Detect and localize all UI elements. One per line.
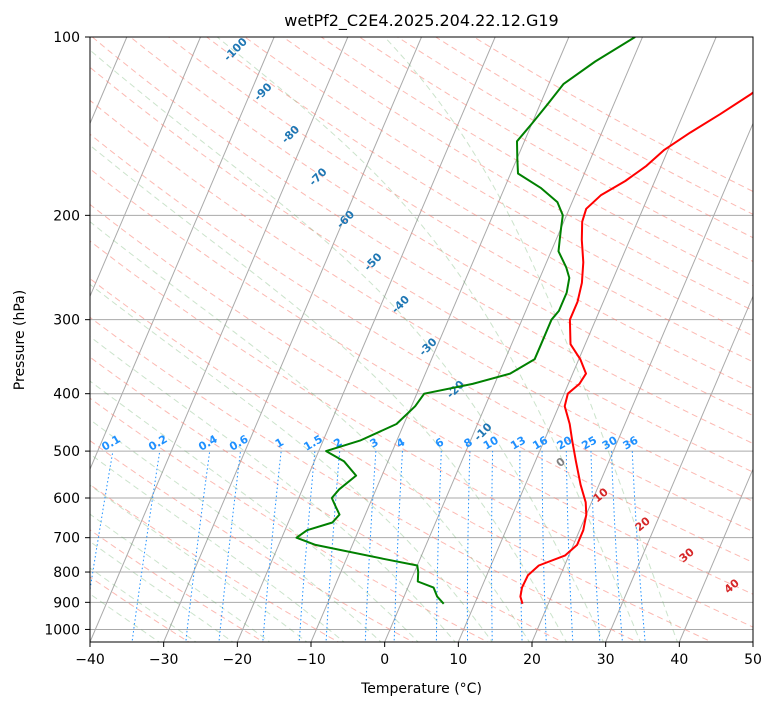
x-tick-label: −10 (296, 652, 326, 668)
dry-adiabat (90, 133, 753, 533)
isotherm (90, 37, 201, 298)
dewpoint-line (295, 37, 636, 605)
axes: −40 −30 −20 −10 0 10 20 30 40 50 100 200 300 400 500 60… (44, 30, 762, 668)
y-tick-label: 700 (53, 531, 80, 547)
x-tick-label: 20 (523, 652, 541, 668)
isotherm (678, 467, 753, 642)
isotherm (90, 37, 275, 471)
dry-adiabat (90, 168, 753, 563)
isotherm (605, 295, 753, 642)
moist-adiabat (90, 453, 345, 642)
dry-adiabat (90, 316, 639, 642)
chart-title: wetPf2_C2E4.2025.204.22.12.G19 (284, 11, 558, 31)
x-axis-label: Temperature (°C) (360, 681, 482, 697)
mixing-ratio-line (541, 451, 547, 642)
x-tick-label: 30 (597, 652, 615, 668)
x-tick-label: 40 (670, 652, 688, 668)
y-tick-label: 200 (53, 208, 80, 224)
moist-adiabat (384, 37, 678, 642)
dry-adiabat (90, 356, 564, 642)
mixing-ratio-line (519, 451, 523, 642)
x-tick-label: 10 (449, 652, 467, 668)
x-tick-label: −30 (149, 652, 179, 668)
mixing-ratio-line (435, 451, 442, 642)
mixing-ratio-line (466, 451, 471, 642)
x-tick-label: −40 (75, 652, 105, 668)
y-tick-label: 400 (53, 387, 80, 403)
y-tick-label: 900 (53, 595, 80, 611)
plot-frame (89, 36, 754, 643)
isotherm (90, 37, 349, 642)
moist-adiabat (216, 37, 642, 642)
y-tick-label: 100 (53, 30, 80, 46)
temperature-line (519, 91, 753, 605)
y-tick-label: 800 (53, 565, 80, 581)
dry-adiabat (244, 37, 753, 337)
y-tick-label: 300 (53, 313, 80, 329)
isotherm (236, 37, 496, 642)
mixing-ratio-line (393, 451, 403, 642)
isotherm (457, 37, 717, 642)
dry-adiabat (90, 66, 753, 473)
dry-adiabat (91, 37, 753, 445)
dry-adiabat (90, 529, 265, 642)
isotherm (163, 37, 422, 642)
mixing-ratio-line (491, 451, 494, 642)
isotherm (531, 122, 753, 642)
dry-adiabat (320, 37, 753, 287)
y-tick-label: 500 (53, 444, 80, 460)
x-tick-label: 0 (380, 652, 389, 668)
moist-adiabat (90, 49, 605, 642)
y-tick-label: 1000 (44, 622, 80, 638)
y-axis-label: Pressure (hPa) (12, 290, 28, 390)
background-lines (90, 37, 753, 642)
x-tick-label: −20 (223, 652, 253, 668)
dry-adiabat (90, 483, 340, 642)
dry-adiabat (90, 278, 713, 642)
mixing-ratio-line (565, 451, 574, 642)
profiles (295, 37, 753, 605)
dry-adiabat (90, 240, 753, 628)
mixing-ratio-line (364, 451, 377, 642)
dry-adiabat (90, 397, 489, 642)
moist-adiabat (90, 283, 493, 642)
moist-adiabat (90, 419, 382, 642)
dry-adiabat (90, 440, 414, 642)
x-tick-label: 50 (744, 652, 762, 668)
dry-adiabat (205, 37, 753, 363)
dry-adiabat (90, 203, 753, 595)
moist-adiabat (90, 221, 531, 642)
moist-adiabat (90, 144, 568, 642)
mixing-ratio-line (590, 451, 601, 642)
dry-adiabat (129, 37, 753, 417)
isotherm (384, 37, 643, 642)
y-tick-label: 600 (53, 491, 80, 507)
